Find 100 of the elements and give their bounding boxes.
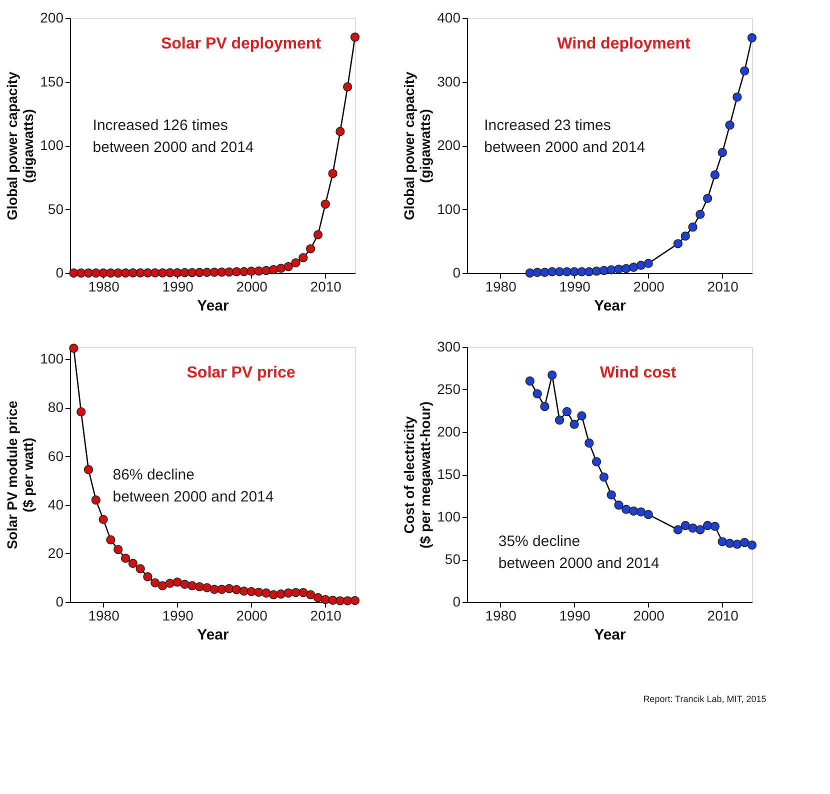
point	[688, 523, 698, 533]
point	[306, 590, 316, 600]
point	[165, 268, 175, 278]
point	[562, 407, 572, 416]
x-tick-label: 2010	[310, 608, 342, 624]
point	[577, 411, 586, 420]
point	[276, 589, 286, 599]
y-tick-label: 100	[40, 137, 64, 153]
point	[158, 268, 168, 278]
point	[614, 500, 624, 510]
point	[69, 344, 78, 353]
point	[584, 267, 594, 276]
point	[644, 258, 653, 268]
point	[703, 520, 712, 530]
y-tick-label: 150	[437, 466, 461, 482]
text: Solar PV deployment	[160, 36, 322, 52]
point	[239, 586, 249, 596]
x-tick-label: 1980	[88, 608, 120, 624]
point	[246, 586, 256, 596]
y-tick-label: 0	[56, 594, 64, 610]
point	[194, 268, 204, 278]
y-tick-label: 0	[56, 264, 64, 280]
point	[570, 420, 579, 429]
x-tick-label: 2010	[707, 278, 739, 294]
point	[114, 544, 123, 554]
x-axis-title: Year	[197, 298, 230, 314]
point	[180, 580, 190, 589]
point	[158, 581, 168, 590]
point	[328, 168, 338, 178]
point	[747, 540, 757, 550]
y-tick-label: 100	[437, 200, 461, 217]
point	[313, 230, 323, 240]
y-tick-label: 40	[48, 496, 64, 512]
x-axis-title: Year	[197, 626, 230, 644]
point	[747, 33, 757, 42]
point	[232, 585, 242, 594]
point	[224, 267, 234, 277]
y-tick-label: 20	[48, 544, 64, 561]
point	[548, 370, 557, 380]
point	[718, 537, 727, 546]
y-tick-label: 200	[437, 424, 461, 440]
x-tick-label: 1990	[162, 278, 194, 294]
point	[262, 266, 271, 276]
y-tick-label: 0	[452, 594, 461, 610]
x-tick-label: 2010	[310, 278, 342, 294]
point	[165, 578, 175, 588]
y-tick-label: 200	[437, 137, 461, 153]
x-tick-label: 1990	[559, 278, 591, 294]
x-axis-title: Year	[594, 298, 626, 314]
point	[740, 538, 750, 548]
point	[202, 268, 212, 277]
x-tick-label: 2000	[236, 608, 268, 624]
y-tick-label: 50	[444, 551, 461, 567]
y-tick-label: 200	[40, 10, 64, 26]
annotation: 35% decline between 2000 and 2014	[498, 532, 660, 572]
point	[188, 581, 197, 590]
point	[718, 148, 727, 158]
point	[98, 514, 108, 524]
point	[562, 267, 572, 276]
point	[343, 82, 352, 92]
annotation: Increased 23 times between 2000 and 2014	[484, 117, 646, 156]
point	[673, 239, 683, 248]
point	[732, 92, 742, 102]
point	[696, 525, 705, 534]
point	[680, 231, 690, 241]
y-tick-label: 0	[452, 264, 461, 280]
point	[98, 268, 108, 278]
point	[128, 558, 138, 568]
point	[592, 457, 602, 466]
x-axis-title: Year	[594, 626, 626, 644]
point	[732, 540, 742, 549]
point	[217, 268, 226, 277]
point	[725, 120, 734, 130]
point	[76, 407, 86, 416]
point	[350, 596, 360, 606]
point	[584, 438, 594, 448]
y-tick-label: 300	[437, 73, 461, 90]
point	[224, 584, 234, 594]
point	[254, 588, 264, 597]
point	[336, 126, 345, 136]
point	[254, 266, 264, 276]
point	[84, 465, 94, 474]
point	[525, 268, 535, 278]
point	[188, 268, 197, 278]
point	[143, 268, 152, 278]
point	[592, 266, 602, 276]
point	[350, 32, 360, 42]
x-tick-label: 1980	[485, 278, 517, 294]
x-tick-label: 1980	[88, 278, 120, 294]
point	[680, 520, 690, 530]
annotation: Increased 126 times between 2000 and 2014	[92, 117, 254, 156]
point	[644, 510, 653, 520]
point	[143, 572, 152, 582]
y-tick-label: 100	[437, 508, 461, 524]
y-axis-title: Global power capacity (gigawatts)	[401, 71, 434, 220]
point	[525, 376, 535, 386]
point	[710, 522, 720, 531]
point	[599, 266, 609, 276]
y-tick-label: 80	[48, 399, 64, 416]
point	[276, 264, 286, 273]
